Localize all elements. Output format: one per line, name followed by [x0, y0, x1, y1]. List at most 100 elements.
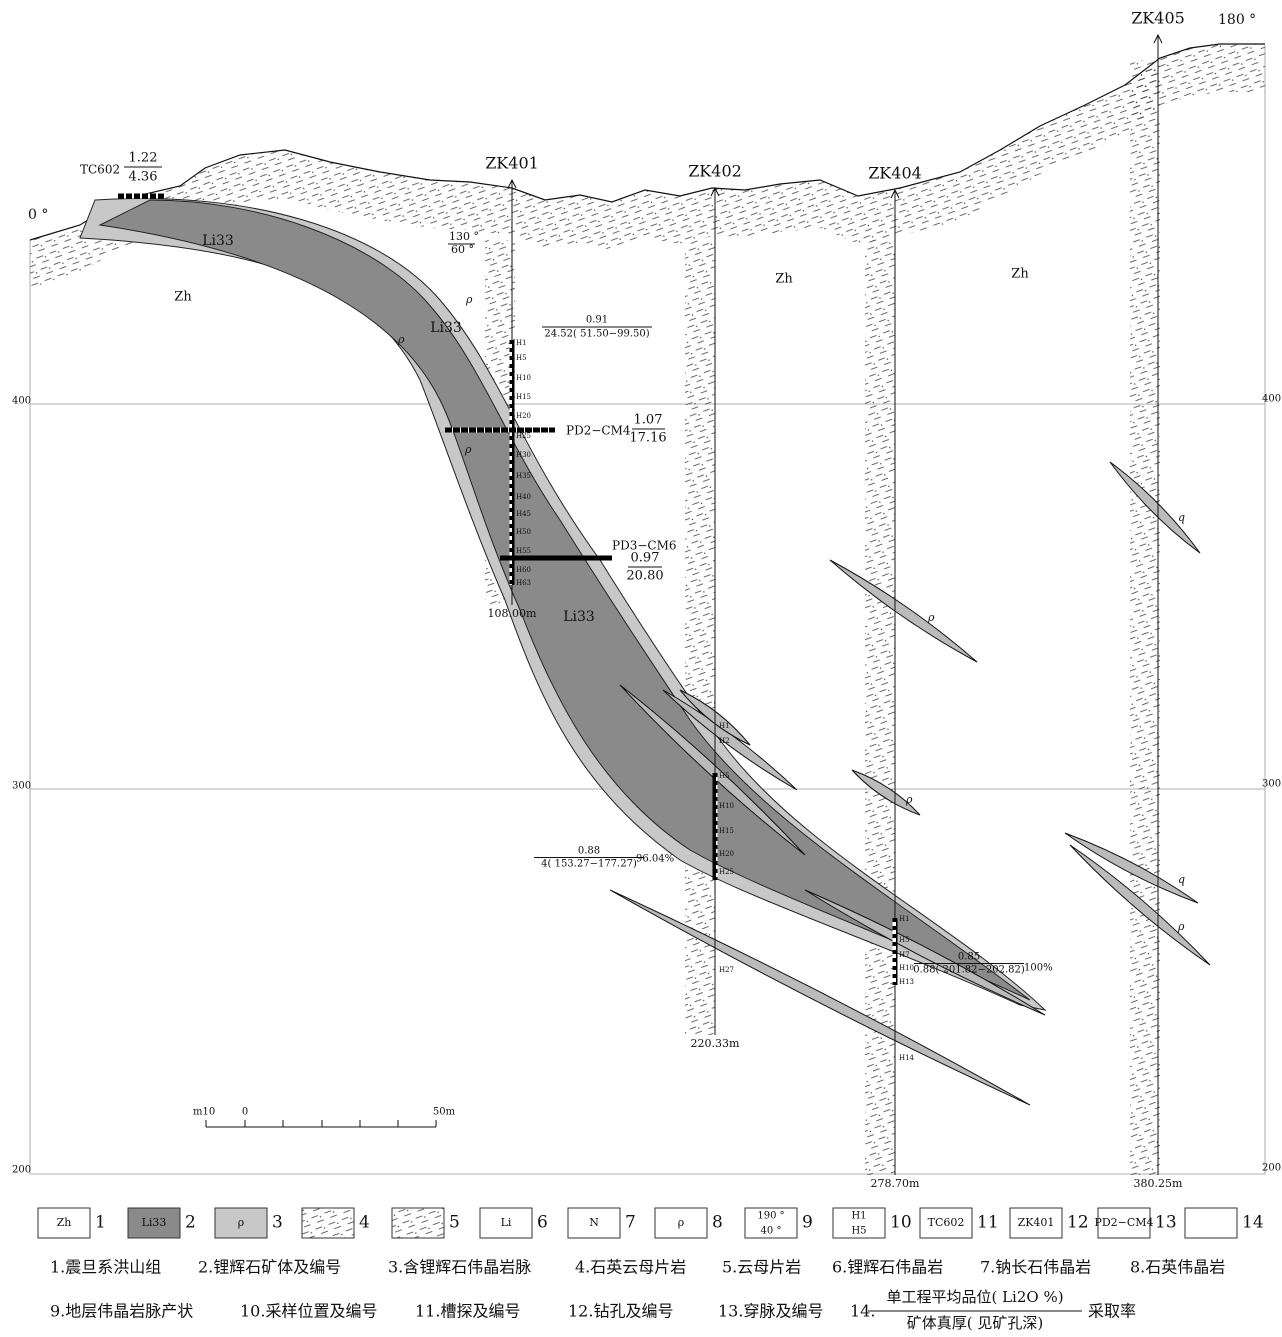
- legend-description: 1.震旦系洪山组: [50, 1258, 161, 1277]
- legend-number: 10: [890, 1213, 912, 1233]
- intercept-grade: 0.88: [578, 846, 600, 857]
- vein-label: ρ: [464, 443, 472, 456]
- dike: [830, 560, 977, 662]
- elevation-label: 400: [12, 396, 31, 407]
- legend-description: 14.: [850, 1302, 875, 1321]
- legend-number: 13: [1155, 1213, 1177, 1233]
- strata-label: Zh: [174, 290, 192, 305]
- scale-label: 0: [242, 1107, 248, 1118]
- sample-label: H20: [516, 412, 531, 420]
- legend-symbol: Li33: [142, 1216, 167, 1229]
- vein-label: ρ: [1177, 920, 1185, 933]
- legend-description: 矿体真厚( 见矿孔深): [907, 1314, 1043, 1332]
- sample-label: H2: [719, 737, 730, 745]
- intercept-recovery: 96.04%: [636, 854, 674, 865]
- legend-symbol: H5: [851, 1226, 866, 1237]
- legend-number: 5: [449, 1213, 460, 1233]
- sample-label: H13: [899, 978, 914, 986]
- strata-label: Zh: [1011, 267, 1029, 282]
- cross-section: ZK401108.00mZK402220.33mZK404278.70mZK40…: [0, 0, 1282, 1333]
- legend-number: 14: [1242, 1213, 1264, 1233]
- vein-label: q: [1178, 511, 1185, 524]
- trench-grade: 1.22: [129, 151, 158, 166]
- legend-description: 11.槽探及编号: [415, 1302, 520, 1321]
- sample-label: H25: [516, 432, 531, 440]
- adit-grade: 0.97: [631, 551, 660, 566]
- intercept-grade: 0.85: [958, 952, 980, 963]
- sample-label: H60: [516, 566, 531, 574]
- legend-symbol: ZK401: [1018, 1216, 1055, 1229]
- legend-description: 5.云母片岩: [722, 1258, 801, 1277]
- sample-label: H25: [719, 868, 734, 876]
- orientation: 180 °: [1218, 12, 1256, 28]
- borehole-name: ZK401: [485, 154, 539, 173]
- sample-label: H1: [899, 915, 910, 923]
- legend-symbol: Li: [501, 1216, 512, 1229]
- elevation-label: 300: [1262, 779, 1281, 790]
- legend-symbol: ρ: [238, 1216, 244, 1229]
- strata-label: Zh: [775, 272, 793, 287]
- legend-symbol: H1: [851, 1211, 866, 1222]
- legend-symbol: ρ: [678, 1216, 684, 1229]
- elevation-label: 300: [12, 781, 31, 792]
- sample-label: H15: [719, 827, 734, 835]
- legend-symbol: PD2−CM4: [1094, 1216, 1153, 1229]
- legend-number: 9: [802, 1213, 813, 1233]
- sample-label: H7: [899, 951, 910, 959]
- legend-description: 8.石英伟晶岩: [1130, 1258, 1225, 1277]
- adit-thickness: 17.16: [629, 431, 666, 446]
- borehole-depth: 278.70m: [871, 1177, 920, 1190]
- sample-label: H45: [516, 510, 531, 518]
- sample-label: H27: [719, 966, 734, 974]
- borehole-name: ZK404: [868, 164, 922, 183]
- sample-label: H40: [516, 493, 531, 501]
- sample-label: H35: [516, 472, 531, 480]
- attitude: 60 °: [451, 243, 474, 256]
- sample-label: H30: [516, 451, 531, 459]
- trench-name: TC602: [80, 163, 120, 177]
- attitude: 130 °: [449, 230, 479, 243]
- adit-name: PD2−CM4: [566, 424, 631, 438]
- sample-label: H50: [516, 528, 531, 536]
- legend-number: 7: [625, 1213, 636, 1233]
- borehole-depth: 380.25m: [1134, 1177, 1183, 1190]
- elevation-label: 200: [12, 1165, 31, 1176]
- orebody-label: Li33: [202, 233, 234, 249]
- legend-number: 3: [272, 1213, 283, 1233]
- geology: [30, 35, 1265, 1175]
- borehole-name: ZK405: [1131, 9, 1185, 28]
- legend-description: 6.锂辉石伟晶岩: [832, 1258, 943, 1277]
- sample-label: H10: [719, 802, 734, 810]
- sample-label: H1: [516, 339, 527, 347]
- vein-label: q: [1178, 873, 1185, 886]
- vein-label: ρ: [927, 611, 935, 624]
- legend-number: 11: [977, 1213, 999, 1233]
- vein-label: ρ: [397, 333, 405, 346]
- legend-number: 6: [537, 1213, 548, 1233]
- adit-thickness: 20.80: [626, 569, 663, 584]
- elevation-label: 400: [1262, 394, 1281, 405]
- legend-symbol: Zh: [57, 1216, 72, 1229]
- legend-symbol: TC602: [928, 1216, 965, 1229]
- legend-description: 10.采样位置及编号: [240, 1302, 377, 1321]
- sample-label: H14: [899, 1054, 915, 1062]
- legend-description: 单工程平均品位( Li2O %): [886, 1288, 1063, 1306]
- legend-number: 4: [359, 1213, 370, 1233]
- legend-description: 7.钠长石伟晶岩: [980, 1258, 1091, 1277]
- vein-label: ρ: [905, 793, 913, 806]
- scale-label: m10: [193, 1107, 215, 1118]
- intercept-thickness: 24.52( 51.50−99.50): [544, 329, 649, 340]
- legend-description: 13.穿脉及编号: [718, 1302, 823, 1321]
- dike: [805, 890, 1045, 1015]
- legend-number: 1: [95, 1213, 106, 1233]
- sample-label: H10: [516, 374, 531, 382]
- elevation-label: 200: [1262, 1163, 1281, 1174]
- sample-label: H10: [899, 964, 914, 972]
- scale-bar: [206, 1120, 436, 1127]
- sample-label: H15: [516, 393, 531, 401]
- borehole-name: ZK402: [688, 162, 742, 181]
- legend-description: 2.锂辉石矿体及编号: [198, 1258, 341, 1277]
- legend-description: 采取率: [1088, 1302, 1136, 1321]
- legend-description: 12.钻孔及编号: [568, 1302, 673, 1321]
- sample-label: H20: [719, 850, 734, 858]
